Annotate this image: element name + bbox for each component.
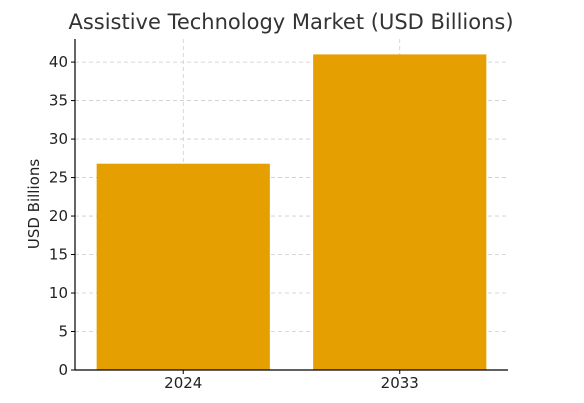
- axis-layer: 0 5 10 15 20 25 30 35 40 2024 2033: [49, 39, 508, 392]
- y-tick-label: 25: [49, 169, 68, 187]
- chart-title: Assistive Technology Market (USD Billion…: [68, 10, 513, 34]
- y-tick-label: 15: [49, 246, 68, 264]
- y-tick-label: 30: [49, 130, 68, 148]
- y-tick-label: 40: [49, 53, 68, 71]
- y-axis-label: USD Billions: [25, 159, 43, 249]
- y-tick-label: 20: [49, 207, 68, 225]
- y-tick-label: 10: [49, 284, 68, 302]
- bar-2024: [96, 163, 270, 370]
- bar-layer: [96, 54, 487, 370]
- x-tick-label: 2024: [164, 374, 202, 392]
- y-tick-label: 35: [49, 92, 68, 110]
- y-tick-label: 5: [58, 323, 68, 341]
- x-tick-label: 2033: [381, 374, 419, 392]
- bar-2033: [313, 54, 487, 370]
- y-tick-label: 0: [58, 361, 68, 379]
